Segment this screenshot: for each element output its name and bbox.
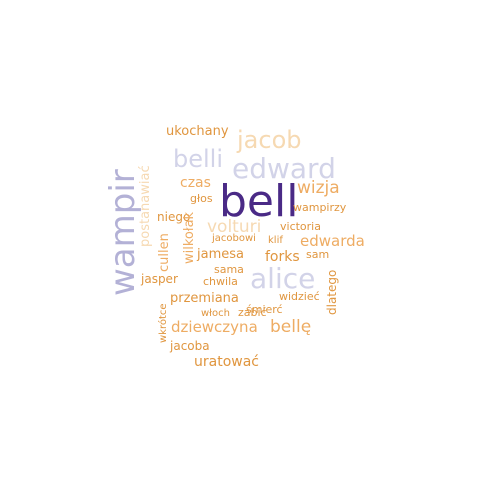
word-sam: sam xyxy=(306,248,330,261)
word-klif: klif xyxy=(268,235,283,246)
word-postanawiac: postanawiać xyxy=(138,165,153,247)
word-zabic: zabić xyxy=(238,306,267,319)
word-jasper: jasper xyxy=(141,272,178,286)
word-dlatego: dlatego xyxy=(325,269,339,315)
word-niego: niego xyxy=(157,210,191,224)
word-smierc: śmierć xyxy=(246,303,283,316)
word-jacoba: jacoba xyxy=(170,339,210,353)
word-bell: bell xyxy=(219,176,299,227)
word-wkrotce: wkrótce xyxy=(158,303,169,343)
word-wampir: wampir xyxy=(103,169,143,296)
word-widziec: widzieć xyxy=(279,290,320,303)
word-glos: głos xyxy=(190,192,213,205)
word-belli: belli xyxy=(173,145,224,173)
word-jacobowi: jacobowi xyxy=(212,233,256,244)
word-jacob: jacob xyxy=(237,126,302,154)
word-uratowac: uratować xyxy=(194,354,259,370)
word-czas: czas xyxy=(180,175,211,191)
word-alice: alice xyxy=(250,262,316,295)
word-dziewczyna: dziewczyna xyxy=(171,318,258,336)
word-przemiana: przemiana xyxy=(170,291,239,306)
word-belle: bellę xyxy=(270,317,312,337)
word-edward: edward xyxy=(232,152,336,185)
word-wampirzy: wampirzy xyxy=(293,201,347,214)
word-cullen: cullen xyxy=(157,233,172,272)
word-edwarda: edwarda xyxy=(300,232,365,250)
word-ukochany: ukochany xyxy=(166,124,229,139)
word-volturi: volturi xyxy=(207,217,262,237)
word-wloch: włoch xyxy=(201,308,230,319)
word-wizja: wizja xyxy=(297,178,340,198)
word-chwila: chwila xyxy=(203,275,238,288)
word-victoria: victoria xyxy=(280,220,321,233)
word-sama: sama xyxy=(214,263,244,276)
word-forks: forks xyxy=(265,249,300,265)
word-jamesa: jamesa xyxy=(197,247,244,262)
word-wilkolak: wilkołak xyxy=(182,211,197,264)
